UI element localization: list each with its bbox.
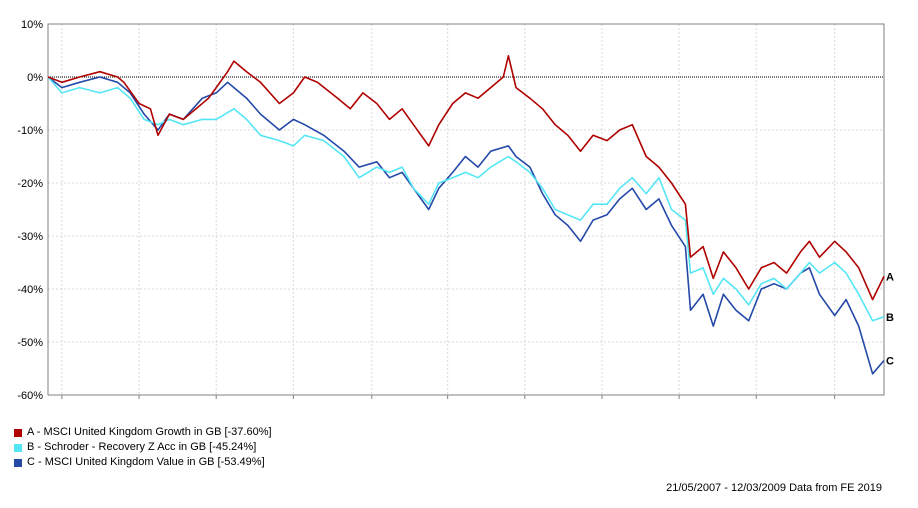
y-tick-label: 0% (27, 72, 43, 84)
y-tick-label: -60% (17, 390, 43, 400)
y-tick-label: -30% (17, 231, 43, 243)
legend-swatch-a (14, 428, 22, 437)
legend-label-b: B - Schroder - Recovery Z Acc in GB [-45… (27, 441, 257, 453)
y-tick-label: -20% (17, 178, 43, 190)
legend-swatch-c (14, 458, 22, 467)
data-source-footer: 21/05/2007 - 12/03/2009 Data from FE 201… (666, 482, 882, 494)
legend-item-c: C - MSCI United Kingdom Value in GB [-53… (14, 455, 272, 470)
legend-item-a: A - MSCI United Kingdom Growth in GB [-3… (14, 425, 272, 440)
legend-label-a: A - MSCI United Kingdom Growth in GB [-3… (27, 426, 272, 438)
y-tick-label: 10% (21, 19, 43, 31)
y-tick-label: -40% (17, 284, 43, 296)
series-end-label-a: A (886, 271, 894, 283)
series-line-a (47, 55, 885, 301)
legend-swatch-b (14, 443, 22, 452)
legend-item-b: B - Schroder - Recovery Z Acc in GB [-45… (14, 440, 272, 455)
plot-frame (47, 23, 885, 396)
chart-legend: A - MSCI United Kingdom Growth in GB [-3… (14, 425, 272, 470)
line-chart: 10%0%-10%-20%-30%-40%-50%-60%Jun '07AugO… (17, 19, 894, 400)
series-line-c (47, 76, 885, 375)
y-tick-label: -10% (17, 125, 43, 137)
series-line-b (47, 76, 885, 322)
legend-label-c: C - MSCI United Kingdom Value in GB [-53… (27, 456, 265, 468)
y-tick-label: -50% (17, 337, 43, 349)
series-end-label-c: C (886, 355, 894, 367)
series-end-label-b: B (886, 312, 894, 324)
